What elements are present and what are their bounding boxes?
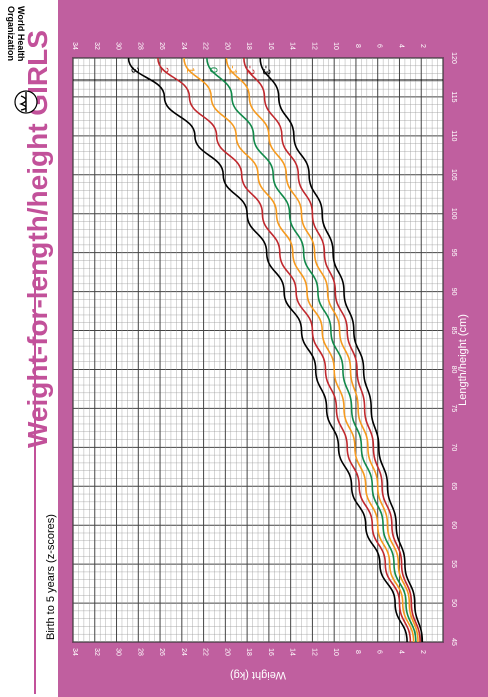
y-tick-label-top: 4 — [397, 44, 404, 48]
x-tick-label: 120 — [450, 52, 457, 64]
x-tick-label: 45 — [450, 638, 457, 646]
series-labels: 3 2 1 0 -1 -2 -3 — [129, 65, 273, 75]
x-tick-label: 100 — [450, 208, 457, 220]
x-tick-label: 75 — [450, 405, 457, 413]
series-line--1 — [225, 57, 419, 643]
x-tick-label: 85 — [450, 327, 457, 335]
y-tick-label-top: 14 — [289, 42, 296, 50]
y-tick-label-bottom: 28 — [136, 648, 143, 656]
series-label-3: 3 — [129, 67, 141, 73]
y-tick-label-bottom: 32 — [93, 648, 100, 656]
series-line--3 — [259, 57, 424, 643]
y-tick-label-bottom: 6 — [376, 650, 383, 654]
y-tick-label-top: 26 — [158, 42, 165, 50]
logo-text-line2: Organization — [6, 6, 16, 61]
title-underline — [34, 246, 36, 694]
y-tick-label-bottom: 2 — [419, 650, 426, 654]
x-tick-label: 60 — [450, 521, 457, 529]
y-tick-label-bottom: 18 — [245, 648, 252, 656]
y-tick-label-top: 34 — [71, 42, 78, 50]
x-tick-label: 80 — [450, 366, 457, 374]
y-tick-label-top: 28 — [136, 42, 143, 50]
y-tick-label-top: 20 — [223, 42, 230, 50]
y-tick-label-bottom: 14 — [289, 648, 296, 656]
y-tick-label-bottom: 20 — [223, 648, 230, 656]
who-logo: World Health Organization — [6, 6, 38, 114]
x-tick-label: 55 — [450, 560, 457, 568]
y-tick-label-top: 16 — [267, 42, 274, 50]
y-tick-label-top: 18 — [245, 42, 252, 50]
series-label--2: -2 — [244, 65, 256, 75]
x-tick-label: 70 — [450, 443, 457, 451]
series-label-0: 0 — [207, 67, 219, 73]
y-tick-label-top: 22 — [202, 42, 209, 50]
series-label-2: 2 — [158, 67, 170, 73]
x-axis-label: Length/height (cm) — [457, 314, 469, 406]
x-tick-label: 105 — [450, 169, 457, 181]
x-tick-label: 115 — [450, 91, 457, 102]
y-axis-label: Weight (kg) — [230, 669, 286, 681]
y-tick-label-top: 32 — [93, 42, 100, 50]
logo-text-line1: World Health — [16, 6, 26, 61]
series-lines — [127, 57, 424, 643]
y-tick-label-bottom: 26 — [158, 648, 165, 656]
y-tick-label-bottom: 34 — [71, 648, 78, 656]
y-tick-label-top: 30 — [115, 42, 122, 50]
y-tick-label-top: 6 — [376, 44, 383, 48]
y-tick-label-top: 8 — [354, 44, 361, 48]
series-line-3 — [127, 57, 408, 643]
series-label--3: -3 — [260, 65, 272, 75]
y-tick-label-top: 10 — [332, 42, 339, 50]
x-tick-label: 95 — [450, 249, 457, 257]
y-tick-label-bottom: 8 — [354, 650, 361, 654]
who-staff-icon — [19, 92, 27, 112]
x-tick-label: 110 — [450, 130, 457, 141]
title-strip — [0, 0, 58, 697]
y-tick-label-bottom: 30 — [115, 648, 122, 656]
grid — [72, 57, 444, 643]
y-tick-label-bottom: 16 — [267, 648, 274, 656]
series-line-1 — [183, 57, 415, 643]
y-tick-label-bottom: 10 — [332, 648, 339, 656]
y-tick-label-bottom: 24 — [180, 648, 187, 656]
series-line-2 — [157, 57, 412, 643]
x-tick-label: 50 — [450, 599, 457, 607]
y-tick-label-top: 2 — [419, 44, 426, 48]
x-tick-label: 65 — [450, 482, 457, 490]
series-label-1: 1 — [184, 67, 196, 73]
y-tick-label-bottom: 22 — [202, 648, 209, 656]
y-tick-label-bottom: 12 — [310, 648, 317, 656]
series-label--1: -1 — [226, 65, 238, 75]
series-line--2 — [243, 57, 421, 643]
tick-labels: 4550556065707580859095100105110115120224… — [71, 42, 457, 656]
y-tick-label-bottom: 4 — [397, 650, 404, 654]
series-line-0 — [206, 57, 417, 643]
y-tick-label-top: 12 — [310, 42, 317, 50]
x-tick-label: 90 — [450, 288, 457, 296]
y-tick-label-top: 24 — [180, 42, 187, 50]
